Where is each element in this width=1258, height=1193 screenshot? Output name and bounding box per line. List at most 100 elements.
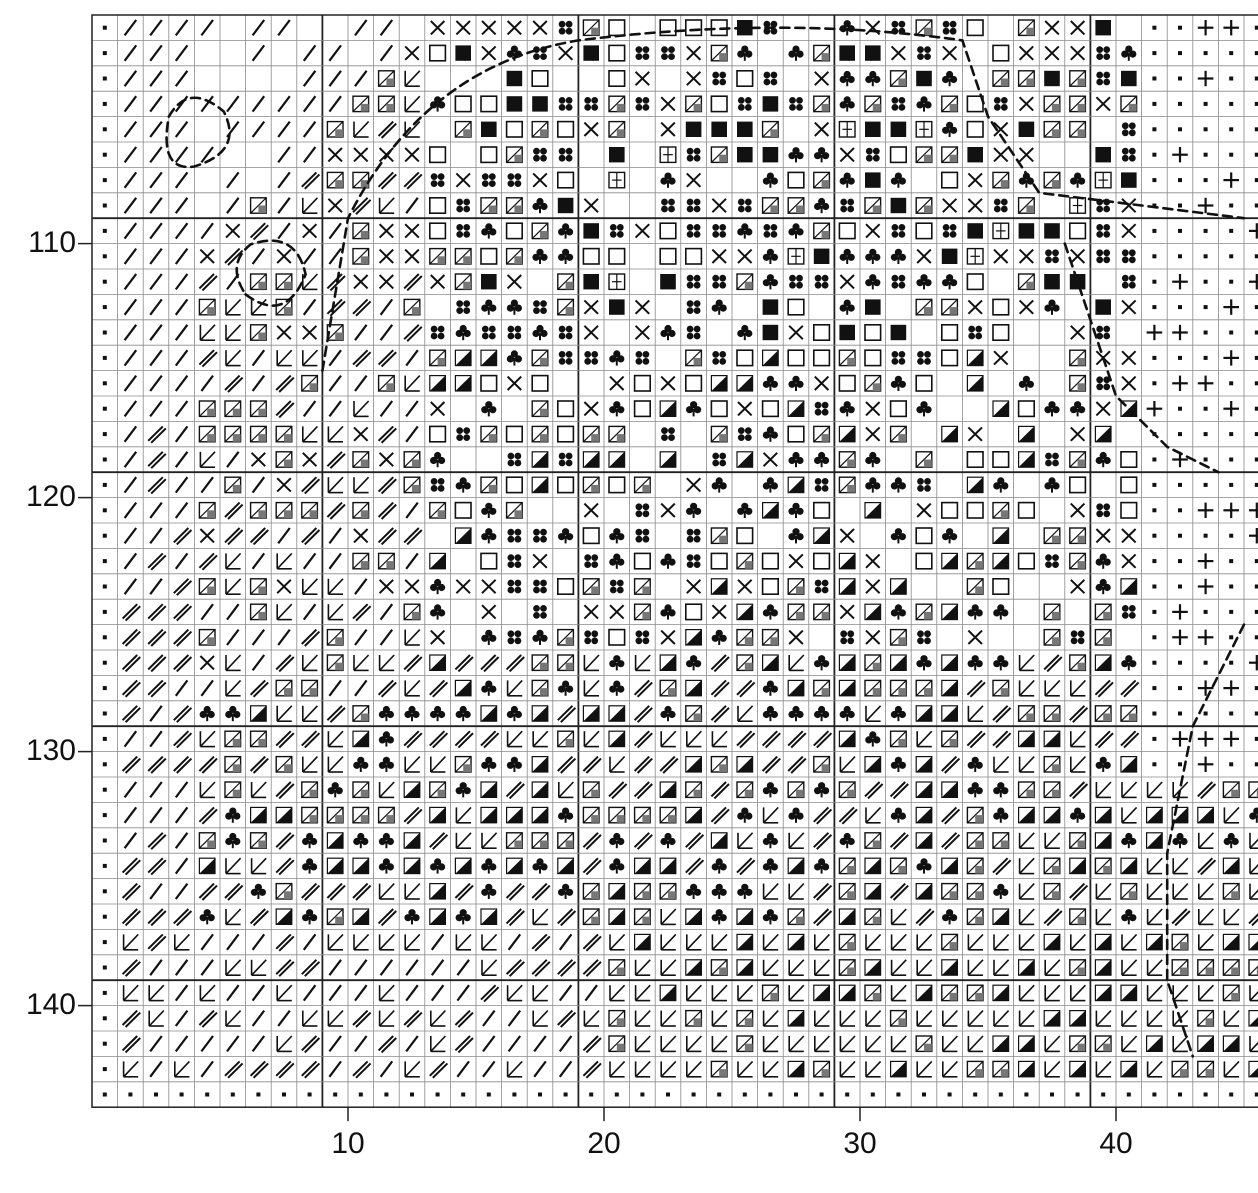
arrow-sw-stitch (353, 121, 370, 138)
open-square-stitch (966, 501, 984, 519)
double-slash-stitch (377, 349, 397, 368)
half-square-stitch (736, 603, 754, 621)
grid-square-stitch (326, 324, 344, 341)
dot-stitch (1203, 533, 1208, 538)
dot-stitch (1229, 432, 1234, 437)
slash-stitch (354, 374, 368, 392)
filled-square-stitch (481, 274, 497, 290)
dot-stitch (1229, 1092, 1234, 1097)
double-slash-stitch (198, 273, 218, 292)
open-square-stitch (736, 349, 754, 367)
double-slash-stitch (377, 171, 397, 190)
grid-square-stitch (249, 324, 267, 341)
quatrefoil-stitch (814, 579, 829, 594)
dot-stitch (1152, 203, 1157, 208)
dot-stitch (1101, 1092, 1106, 1097)
quatrefoil-stitch (661, 198, 675, 213)
slash-stitch (251, 120, 266, 138)
grid-square-stitch (941, 146, 959, 164)
e-square-stitch (992, 222, 1010, 240)
club-stitch (711, 629, 727, 645)
cross-stitch (199, 528, 215, 544)
grid-square-stitch (1017, 273, 1035, 291)
quatrefoil-stitch (1121, 122, 1136, 137)
cross-stitch (353, 426, 369, 442)
dot-stitch (102, 863, 107, 868)
double-slash-stitch (224, 501, 244, 520)
e-square-stitch (966, 247, 984, 265)
dot-stitch (1050, 1092, 1054, 1097)
slash-stitch (123, 578, 138, 595)
filled-square-stitch (839, 324, 855, 341)
open-square-stitch (428, 44, 447, 62)
grid-square-stitch (480, 476, 498, 494)
grid-square-stitch (864, 197, 882, 214)
slash-stitch (174, 425, 189, 443)
plus-stitch (1249, 502, 1258, 518)
cross-stitch (660, 375, 676, 391)
open-square-stitch (915, 527, 933, 545)
dot-stitch (102, 432, 107, 437)
cross-stitch (737, 579, 753, 594)
dot-stitch (1254, 305, 1258, 310)
club-stitch (1070, 172, 1086, 188)
cross-stitch (993, 248, 1009, 264)
dot-stitch (102, 152, 107, 157)
open-square-stitch (966, 120, 984, 138)
club-stitch (455, 324, 471, 341)
cross-stitch (378, 274, 394, 290)
row-label-120: 120 (25, 479, 76, 513)
slash-stitch (149, 146, 163, 164)
open-square-stitch (684, 19, 703, 37)
quatrefoil-stitch (917, 46, 931, 60)
filled-square-stitch (1121, 70, 1137, 87)
quatrefoil-stitch (507, 325, 522, 340)
slash-stitch (251, 552, 266, 570)
club-stitch (865, 248, 881, 264)
dot-stitch (1254, 203, 1258, 208)
cross-stitch (404, 579, 420, 594)
grid-square-stitch (1069, 527, 1087, 545)
cross-stitch (711, 604, 727, 620)
cross-stitch (993, 121, 1009, 137)
dot-stitch (307, 1092, 312, 1097)
dot-stitch (1152, 101, 1157, 106)
club-stitch (506, 350, 523, 366)
grid-square-stitch (326, 171, 344, 189)
grid-square-stitch (966, 578, 984, 595)
stitch-grid (78, 14, 1258, 1122)
half-square-stitch (992, 527, 1010, 544)
slash-stitch (226, 603, 240, 621)
dot-stitch (1254, 178, 1258, 183)
dot-stitch (1229, 101, 1234, 106)
open-square-stitch (684, 247, 703, 265)
dot-stitch (1203, 152, 1208, 157)
cross-stitch (1018, 248, 1034, 264)
dot-stitch (102, 178, 107, 183)
slash-stitch (226, 451, 240, 468)
dot-stitch (666, 1092, 670, 1097)
slash-stitch (379, 19, 394, 37)
dot-stitch (1178, 254, 1182, 259)
quatrefoil-stitch (533, 300, 547, 314)
open-square-stitch (633, 400, 651, 418)
dot-stitch (1178, 178, 1182, 183)
slash-stitch (200, 374, 214, 392)
dot-stitch (1178, 432, 1182, 437)
open-square-stitch (761, 400, 779, 418)
dot-stitch (512, 1092, 517, 1097)
dot-stitch (102, 711, 107, 716)
cross-stitch (762, 452, 778, 467)
dot-stitch (154, 1092, 158, 1097)
dot-stitch (794, 1092, 798, 1097)
quatrefoil-stitch (993, 198, 1008, 213)
half-square-stitch (480, 349, 498, 367)
half-square-stitch (838, 425, 856, 443)
arrow-sw-stitch (276, 552, 293, 570)
cross-stitch (814, 71, 830, 86)
cross-stitch (865, 629, 881, 645)
double-slash-stitch (147, 425, 167, 444)
club-stitch (916, 274, 932, 290)
open-square-stitch (633, 374, 651, 392)
double-slash-stitch (377, 120, 397, 139)
